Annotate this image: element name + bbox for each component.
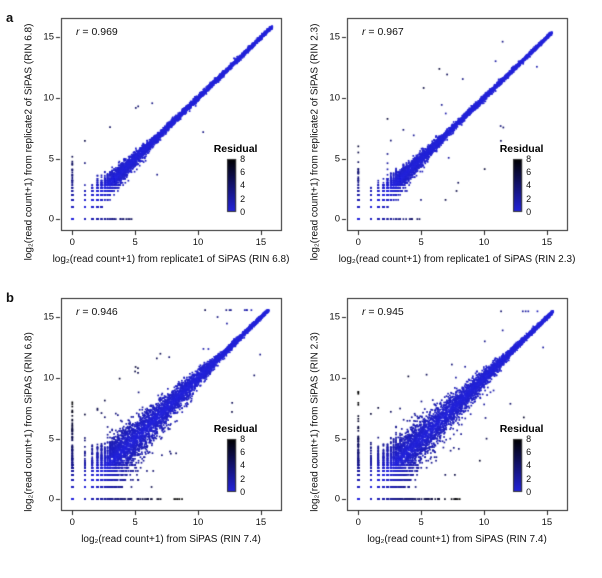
y-axis-title: log₂(read count+1) from SiPAS (RIN 2.3) (309, 332, 321, 512)
legend-tick-label: 6 (526, 447, 532, 458)
legend-tick-label: 6 (240, 447, 246, 458)
y-tick-label: 5 (48, 153, 54, 165)
legend-tick-label: 0 (240, 486, 246, 497)
y-tick-label: 10 (43, 92, 54, 104)
x-tick-label: 0 (355, 517, 361, 528)
x-tick-label: 15 (541, 237, 553, 248)
y-tick-label: 10 (329, 92, 340, 104)
y-tick-label: 15 (329, 311, 340, 323)
y-axis-title: log₂(read count+1) from replicate2 of Si… (23, 23, 35, 261)
scatter-panel-a-right: log₂(read count+1) from replicate2 of Si… (307, 8, 593, 280)
legend-title: Residual (499, 422, 544, 435)
y-tick-label: 0 (334, 213, 340, 225)
x-axis-title: log₂(read count+1) from SiPAS (RIN 7.4) (367, 534, 547, 545)
legend-tick-label: 2 (526, 473, 532, 484)
legend-tick-label: 6 (526, 167, 532, 178)
scatter-canvas (53, 292, 289, 530)
legend-tick-label: 8 (240, 153, 246, 164)
x-tick-label: 10 (478, 237, 490, 248)
x-tick-label: 5 (418, 237, 424, 248)
legend-tick-label: 8 (526, 153, 532, 164)
scatter-panel-a-left: log₂(read count+1) from replicate2 of Si… (21, 8, 307, 280)
panel-label-a: a (6, 10, 14, 25)
y-tick-label: 5 (334, 153, 340, 165)
x-tick-label: 5 (132, 517, 138, 528)
legend-tick-label: 4 (526, 460, 532, 471)
y-tick-label: 10 (329, 372, 340, 384)
y-tick-label: 10 (43, 372, 54, 384)
panel-row-a: a log₂(read count+1) from replicate2 of … (6, 8, 598, 280)
legend-tick-label: 2 (526, 193, 532, 204)
y-tick-label: 5 (48, 433, 54, 445)
legend-tick-label: 4 (240, 460, 246, 471)
scatter-canvas (339, 12, 575, 250)
legend-tick-label: 0 (240, 206, 246, 217)
x-tick-label: 0 (69, 237, 75, 248)
x-tick-label: 5 (418, 517, 424, 528)
scatter-canvas (339, 292, 575, 530)
y-axis-title: log₂(read count+1) from SiPAS (RIN 6.8) (23, 332, 35, 512)
legend-tick-label: 0 (526, 486, 532, 497)
panel-row-b: b log₂(read count+1) from SiPAS (RIN 6.8… (6, 288, 598, 560)
y-tick-label: 15 (43, 31, 54, 43)
x-axis-title: log₂(read count+1) from replicate1 of Si… (52, 254, 290, 265)
x-tick-label: 15 (255, 237, 267, 248)
legend-tick-label: 4 (240, 180, 246, 191)
x-tick-label: 0 (69, 517, 75, 528)
y-tick-label: 0 (334, 493, 340, 505)
figure: a log₂(read count+1) from replicate2 of … (6, 8, 598, 560)
legend-tick-label: 4 (526, 180, 532, 191)
y-tick-label: 0 (48, 213, 54, 225)
legend-tick-label: 8 (526, 433, 532, 444)
x-axis-title: log₂(read count+1) from replicate1 of Si… (338, 254, 576, 265)
panel-label-b: b (6, 290, 14, 305)
y-tick-label: 15 (43, 311, 54, 323)
legend-tick-label: 2 (240, 193, 246, 204)
legend-title: Residual (213, 142, 258, 155)
legend-tick-label: 0 (526, 206, 532, 217)
legend-tick-label: 8 (240, 433, 246, 444)
legend-tick-label: 6 (240, 167, 246, 178)
y-axis-title: log₂(read count+1) from replicate2 of Si… (309, 23, 321, 261)
x-tick-label: 0 (355, 237, 361, 248)
x-tick-label: 5 (132, 237, 138, 248)
scatter-canvas (53, 12, 289, 250)
x-tick-label: 15 (255, 517, 267, 528)
scatter-panel-b-right: log₂(read count+1) from SiPAS (RIN 2.3) … (307, 288, 593, 560)
x-tick-label: 15 (541, 517, 553, 528)
x-tick-label: 10 (478, 517, 490, 528)
legend-title: Residual (213, 422, 258, 435)
y-tick-label: 5 (334, 433, 340, 445)
legend-tick-label: 2 (240, 473, 246, 484)
scatter-panel-b-left: log₂(read count+1) from SiPAS (RIN 6.8) … (21, 288, 307, 560)
x-tick-label: 10 (192, 517, 204, 528)
x-tick-label: 10 (192, 237, 204, 248)
legend-title: Residual (499, 142, 544, 155)
x-axis-title: log₂(read count+1) from SiPAS (RIN 7.4) (81, 534, 261, 545)
y-tick-label: 15 (329, 31, 340, 43)
y-tick-label: 0 (48, 493, 54, 505)
